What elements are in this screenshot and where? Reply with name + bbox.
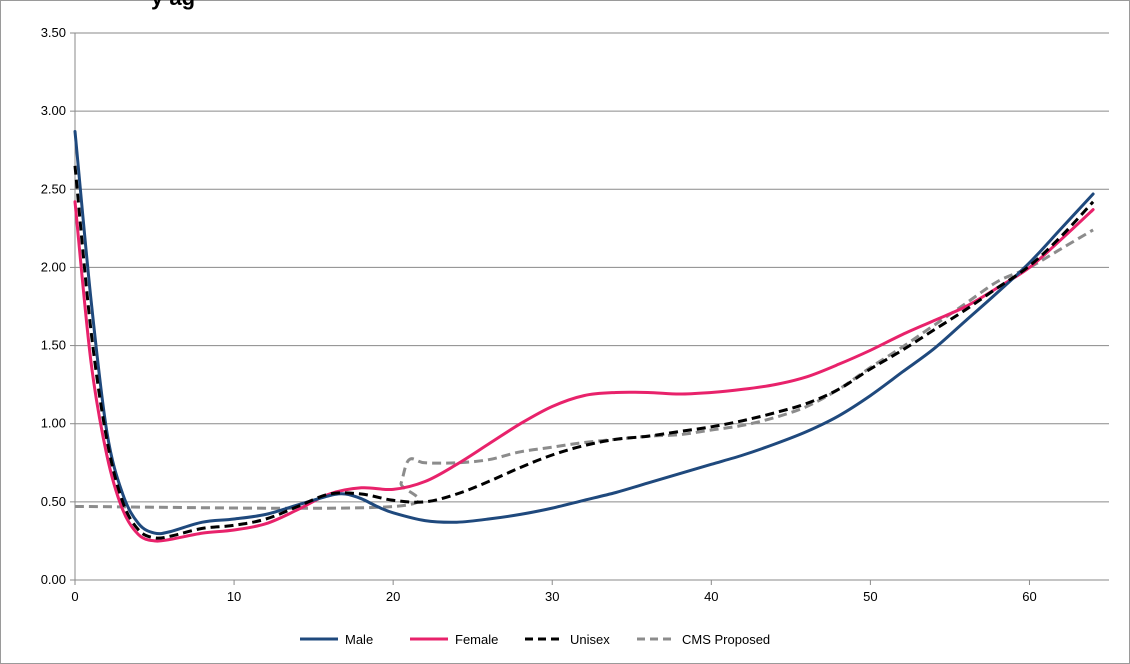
y-tick-label: 3.50 (41, 25, 66, 40)
y-tick-label: 2.00 (41, 259, 66, 274)
y-tick-label: 1.00 (41, 416, 66, 431)
legend-label-male: Male (345, 632, 373, 647)
x-tick-label: 40 (704, 589, 718, 604)
series-lines (73, 130, 1095, 543)
x-axis-ticks: 0 10 20 30 40 50 60 (71, 580, 1037, 604)
y-tick-label: 2.50 (41, 181, 66, 196)
legend-label-unisex: Unisex (570, 632, 610, 647)
x-tick-label: 60 (1022, 589, 1036, 604)
y-axis-ticks: 0.00 0.50 1.00 1.50 2.00 2.50 3.00 3.50 (41, 25, 75, 587)
legend-label-cms-proposed: CMS Proposed (682, 632, 770, 647)
x-tick-label: 30 (545, 589, 559, 604)
series-line-unisex (73, 165, 1095, 540)
series-line-female (73, 200, 1095, 543)
x-tick-label: 20 (386, 589, 400, 604)
legend: Male Female Unisex CMS Proposed (300, 632, 770, 647)
y-tick-label: 0.00 (41, 572, 66, 587)
y-tick-label: 3.00 (41, 103, 66, 118)
x-tick-label: 10 (227, 589, 241, 604)
axes (74, 33, 1109, 581)
y-tick-label: 0.50 (41, 494, 66, 509)
chart-title-fragment: y ag (151, 0, 651, 11)
series-line-male (73, 130, 1095, 536)
series-line-cms-proposed (74, 228, 1094, 510)
x-tick-label: 0 (71, 589, 78, 604)
x-tick-label: 50 (863, 589, 877, 604)
y-tick-label: 1.50 (41, 338, 66, 353)
legend-label-female: Female (455, 632, 498, 647)
gridlines (75, 32, 1109, 503)
